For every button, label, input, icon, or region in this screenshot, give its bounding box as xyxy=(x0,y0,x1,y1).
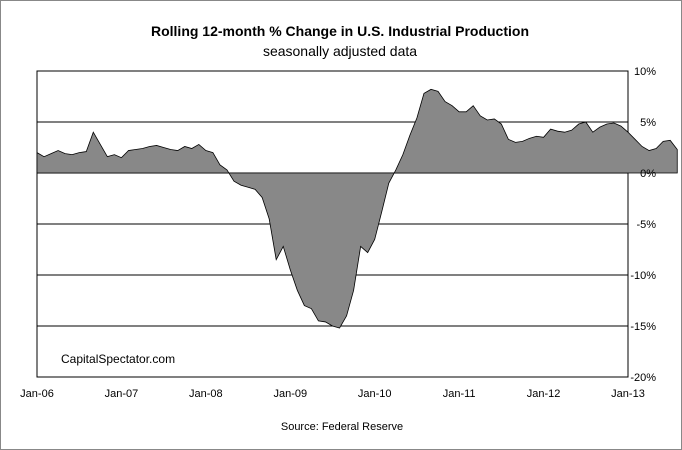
x-tick-label: Jan-06 xyxy=(20,388,54,400)
y-tick-label: 0% xyxy=(640,168,656,180)
x-tick-label: Jan-08 xyxy=(189,388,223,400)
chart-subtitle: seasonally adjusted data xyxy=(263,43,417,59)
x-tick-label: Jan-13 xyxy=(611,388,645,400)
y-tick-label: -20% xyxy=(630,372,656,384)
y-tick-label: -10% xyxy=(630,270,656,282)
x-axis: Jan-06 Jan-07 Jan-08 Jan-09 Jan-10 Jan-11 Jan-… xyxy=(20,388,645,400)
y-axis: 10% 5% 0% -5% -10% -15% -20% xyxy=(630,66,656,384)
y-tick-label: 10% xyxy=(634,66,656,78)
x-tick-label: Jan-09 xyxy=(273,388,307,400)
series-area xyxy=(36,88,678,329)
y-tick-label: -15% xyxy=(630,321,656,333)
x-tick-label: Jan-07 xyxy=(105,388,139,400)
x-tick-label: Jan-10 xyxy=(358,388,392,400)
watermark-text: CapitalSpectator.com xyxy=(61,352,175,366)
chart-title: Rolling 12-month % Change in U.S. Indust… xyxy=(151,23,529,39)
x-tick-label: Jan-12 xyxy=(527,388,561,400)
x-tick-label: Jan-11 xyxy=(443,388,476,400)
source-note: Source: Federal Reserve xyxy=(281,421,403,433)
y-tick-label: 5% xyxy=(640,117,656,129)
y-tick-label: -5% xyxy=(636,219,656,231)
